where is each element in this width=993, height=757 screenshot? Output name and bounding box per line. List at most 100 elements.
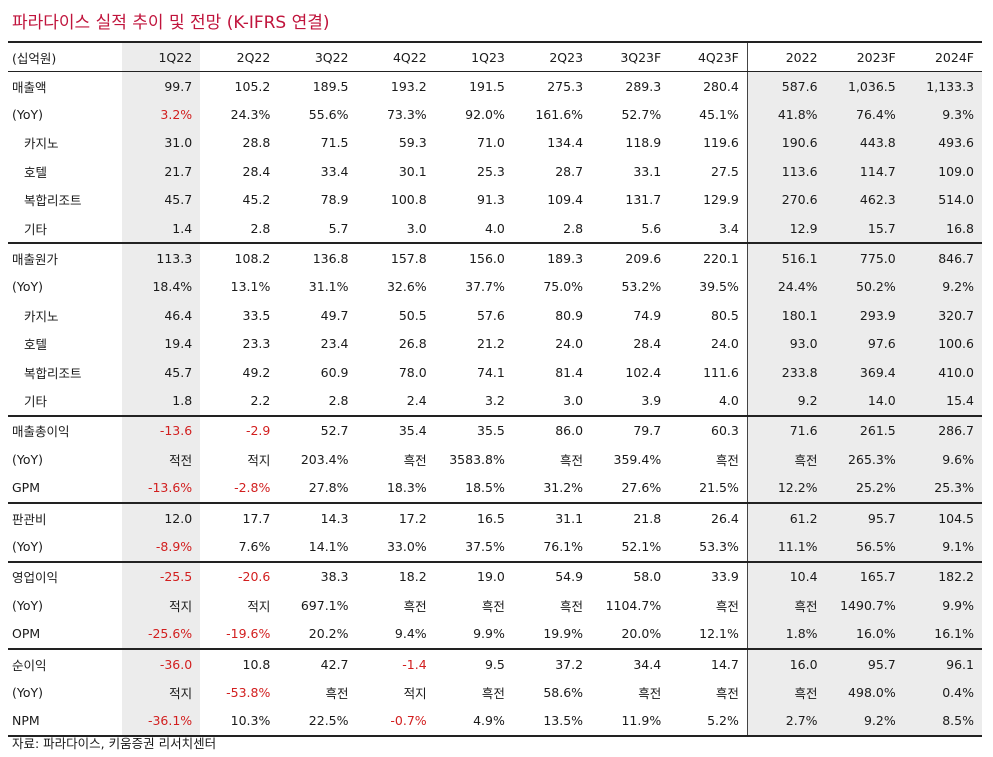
table-cell: 33.1 [633,163,662,179]
header-period: 2Q23 [512,41,592,72]
table-cell: 105.2 [234,78,271,94]
table-cell: -19.6% [226,626,271,642]
table-cell: 4.0 [484,220,505,236]
table-cell: 220.1 [669,242,748,273]
table-cell: -0.7% [356,706,435,737]
table-cell: 58.6% [543,684,584,700]
header-period: 4Q23F [669,41,748,72]
table-cell: 1,133.3 [903,71,982,101]
row-label: GPM [12,480,41,496]
table-cell: 흑전 [746,445,826,474]
header-period: 2Q22 [200,41,279,72]
row-label: 카지노 [24,308,59,324]
table-cell: 78.0 [398,364,427,380]
table-cell: 95.7 [825,501,904,533]
table-cell: 49.2 [242,364,271,380]
table-cell: 71.6 [746,414,826,446]
table-cell: 33.0% [386,538,427,554]
table-cell: 71.5 [320,135,349,151]
table-cell: 26.4 [669,501,748,533]
table-cell: 14.7 [669,647,748,679]
table-cell: 흑전 [560,598,584,614]
header-period: 3Q23F [591,41,670,72]
table-cell: -36.0 [122,647,201,679]
table-cell: 28.4 [242,163,271,179]
table-cell: 42.7 [278,647,357,679]
table-cell: 19.0 [434,560,513,592]
table-cell: 15.7 [825,213,904,244]
table-cell: 흑전 [715,685,739,701]
table-cell: 38.3 [278,560,357,592]
table-cell: 33.5 [242,307,271,323]
table-cell: 74.1 [477,364,505,380]
table-cell: 13.1% [230,279,271,295]
row-label: (YoY) [12,451,44,467]
table-cell: 41.8% [746,100,826,129]
row-label: 매출총이익 [8,414,122,446]
table-cell: 37.2 [512,647,592,679]
header-period: 1Q23 [434,41,513,72]
table-cell: 10.8 [200,647,279,679]
table-cell: 697.1% [300,597,349,613]
table-cell: 2.4 [406,392,427,408]
table-cell: 113.3 [122,242,201,273]
row-label: (YoY) [12,279,44,295]
table-cell: 33.9 [669,560,748,592]
table-cell: 233.8 [746,357,826,387]
table-cell: 흑전 [481,685,505,701]
table-body: 매출액 99.7 105.2 189.5 193.2 191.5 275.3 289.3 280… [8,71,982,737]
table-cell: 119.6 [703,135,739,151]
table-cell: 516.1 [746,242,826,273]
table-cell: -20.6 [200,560,279,592]
row-label: 복합리조트 [24,365,82,381]
table-cell: 270.6 [746,185,826,214]
table-cell: 80.5 [711,307,739,323]
table-cell: 50.5 [398,307,427,323]
table-cell: 53.2% [621,279,662,295]
table-cell: 193.2 [390,78,427,94]
row-label: 카지노 [24,136,59,152]
row-label: (YoY) [12,538,44,554]
table-cell: 134.4 [547,135,584,151]
row-label: 순이익 [8,647,122,679]
row-label: 매출원가 [8,242,122,273]
table-cell: 24.4% [746,272,826,302]
table-cell: 2.7% [746,706,826,737]
table-cell: 9.2% [825,706,904,737]
table-cell: 22.5% [278,706,357,737]
table-cell: 45.2 [242,192,271,208]
table-cell: 161.6% [535,107,584,123]
table-cell: 136.8 [278,242,357,273]
table-cell: 15.4 [903,386,982,416]
table-cell: 359.4% [613,451,662,467]
table-cell: 9.9% [473,626,505,642]
table-cell: 189.3 [512,242,592,273]
table-cell: 108.2 [200,242,279,273]
table-cell: 80.9 [555,307,584,323]
header-period: 2024F [903,41,982,72]
table-cell: 16.0 [746,647,826,679]
table-cell: 289.3 [625,78,662,94]
table-cell: 9.1% [903,532,982,562]
table-cell: 16.5 [434,501,513,533]
table-cell: 96.1 [903,647,982,679]
table-row: 매출원가 113.3 108.2 136.8 157.8 156.0 189.3 209.6 2… [8,242,982,273]
table-cell: 775.0 [825,242,904,273]
table-row: 호텔 19.4 23.3 23.4 26.8 21.2 24.0 28.4 24.0 93.0 97… [8,329,982,358]
table-cell: 14.3 [278,501,357,533]
row-label: 호텔 [24,337,48,353]
table-cell: 적지 [247,452,271,468]
table-cell: 흑전 [746,591,826,620]
table-cell: 78.9 [320,192,349,208]
table-cell: 28.7 [555,163,584,179]
table-cell: 74.9 [633,307,662,323]
table-row: (YoY) 3.2% 24.3% 55.6% 73.3% 92.0% 161.6% 52.7%… [8,100,982,129]
table-cell: 203.4% [300,451,349,467]
table-row: 매출액 99.7 105.2 189.5 193.2 191.5 275.3 289.3 280… [8,71,982,101]
table-cell: 3.2 [484,392,505,408]
table-row: 기타 1.4 2.8 5.7 3.0 4.0 2.8 5.6 3.4 12.9 15.7 16.8 [8,213,982,244]
table-cell: -2.9 [200,414,279,446]
table-cell: 17.7 [200,501,279,533]
table-cell: 45.1% [699,107,739,123]
table-cell: -1.4 [356,647,435,679]
